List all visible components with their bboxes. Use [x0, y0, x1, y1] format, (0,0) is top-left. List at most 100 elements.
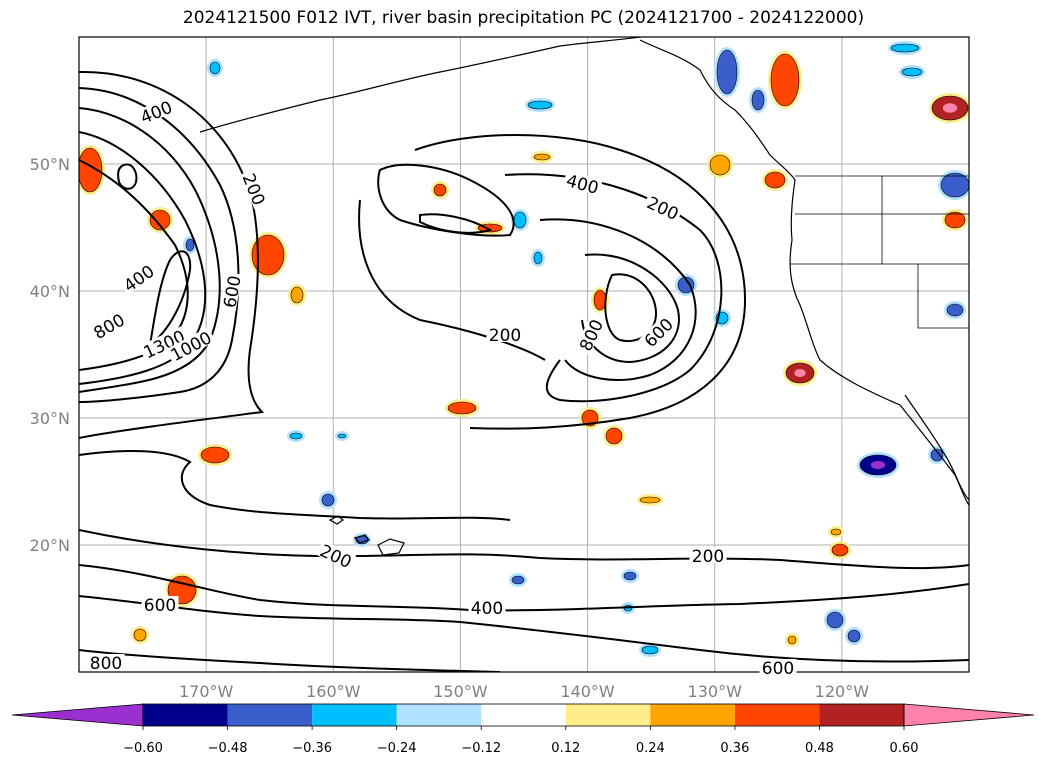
precip-anomaly-core [942, 103, 958, 113]
contour-label-bg [88, 309, 129, 342]
ivt-contour-600-south [79, 595, 969, 663]
graticule [79, 37, 969, 672]
colorbar-segment [734, 704, 820, 726]
longitude-ticks: 170°W 160°W 150°W 140°W 130°W 120°W [179, 682, 869, 701]
contour-label-bg [165, 327, 216, 364]
colorbar-tick-label: −0.24 [377, 741, 417, 756]
contour-label: 400 [468, 599, 506, 619]
precip-anomaly-blob [447, 401, 477, 415]
contour-label-bg [575, 314, 606, 355]
precip-anomaly-blob [593, 289, 607, 311]
lon-tick-label: 170°W [179, 682, 234, 701]
contour-label-bg [141, 596, 179, 612]
contour-label-bg [316, 540, 357, 571]
precip-anomaly-blob [830, 528, 842, 536]
colorbar-tick-label: −0.48 [208, 741, 248, 756]
ivt-contour-small-mid [419, 213, 493, 234]
baja-california [904, 394, 969, 501]
precip-anomaly-blob [133, 628, 147, 642]
precip-anomaly-core [870, 461, 886, 469]
lat-tick-label: 40°N [30, 282, 70, 301]
precip-anomaly-blob [826, 611, 844, 629]
colorbar-tick-label: −0.12 [461, 741, 501, 756]
ivt-contour-400-west [79, 87, 240, 403]
contour-label-bg [639, 313, 677, 351]
hawaii-islands [328, 515, 405, 556]
colorbar-border [142, 703, 905, 727]
contour-label-bg [87, 654, 125, 670]
contour-label: 800 [87, 654, 125, 674]
ivt-contour-200-east [414, 134, 747, 430]
contour-label-bg [240, 168, 270, 210]
lat-tick-label: 30°N [30, 409, 70, 428]
latitude-ticks: 50°N 40°N 30°N 20°N [30, 155, 70, 555]
colorbar-segment [143, 704, 228, 726]
precip-anomaly-blob [337, 433, 347, 439]
precip-anomaly-blob [581, 409, 599, 427]
colorbar-segment [396, 704, 482, 726]
precip-anomaly-blob [511, 575, 525, 585]
contour-label-bg [643, 192, 684, 223]
colorbar-segment [565, 704, 651, 726]
ivt-contour-200-west [79, 70, 265, 439]
colorbar-segment [819, 704, 904, 726]
colorbar-tick-label: 0.48 [805, 741, 834, 756]
colorbar [11, 703, 1035, 727]
lon-tick-label: 130°W [688, 682, 743, 701]
precip-anomaly-core [794, 369, 806, 377]
ivt-contour-400-east [504, 173, 723, 403]
north-america-coast [639, 39, 969, 506]
precip-anomaly-blob [513, 211, 527, 229]
contour-label-bg [562, 170, 603, 196]
ivt-contour-600-east [539, 218, 697, 381]
precip-anomaly-blob [930, 448, 944, 462]
precip-anomaly-blob [641, 645, 659, 655]
ivt-contour-small-west [117, 163, 138, 190]
precip-anomaly-blob [716, 49, 738, 95]
precip-anomaly-blob [709, 154, 731, 176]
precip-anomaly-blob [605, 427, 623, 445]
precip-anomaly-blob [770, 53, 800, 107]
ivt-contour-200-south-a [79, 449, 511, 521]
contour-label-bg [759, 659, 797, 675]
colorbar-tick-label: 0.24 [636, 741, 665, 756]
colorbar-segment [481, 704, 566, 726]
lat-tick-label: 20°N [30, 536, 70, 555]
precip-anomaly-blob [200, 446, 230, 464]
colorbar-ticks: −0.60 −0.48 −0.36 −0.24 −0.12 0.12 0.24 0.36 0.4… [123, 726, 918, 756]
precip-anomaly-blob [901, 67, 923, 77]
precip-anomaly-blob [79, 147, 103, 193]
colorbar-tick-label: −0.36 [292, 741, 332, 756]
contour-label-text: 800 [90, 654, 122, 674]
precip-anomaly-blob [289, 432, 303, 440]
contour-label-bg [468, 599, 506, 615]
contour-label: 200 [486, 326, 524, 346]
colorbar-tick-label: 0.60 [890, 741, 919, 756]
lon-tick-label: 150°W [433, 682, 488, 701]
colorbar-segment [227, 704, 313, 726]
colorbar-segment [312, 704, 397, 726]
precip-anomaly-blob [751, 89, 765, 111]
precip-anomaly-blob [787, 635, 797, 645]
ivt-contour-200-south-b [79, 529, 969, 570]
aleutian-chain [199, 37, 641, 133]
ivt-contour-600-west [79, 107, 221, 393]
colorbar-segment [650, 704, 735, 726]
contour-label-bg [689, 547, 727, 563]
precip-anomaly-blob [251, 234, 285, 276]
precip-anomaly-blob [677, 276, 695, 294]
precip-anomaly-blob [149, 209, 171, 231]
precip-anomaly-blob [209, 61, 221, 75]
precip-anomaly-blob [623, 571, 637, 581]
lon-tick-label: 120°W [815, 682, 870, 701]
contour-label-bg [486, 326, 524, 342]
lon-tick-label: 160°W [306, 682, 361, 701]
precip-anomaly-blob [940, 172, 969, 198]
ivt-contour-800-west [79, 131, 207, 385]
precip-anomaly-blob [321, 493, 335, 507]
precip-anomaly-blob [847, 629, 861, 643]
contour-label-bg [138, 325, 189, 361]
ivt-contour-800-south [79, 649, 501, 672]
colorbar-extend-high [903, 703, 1035, 727]
